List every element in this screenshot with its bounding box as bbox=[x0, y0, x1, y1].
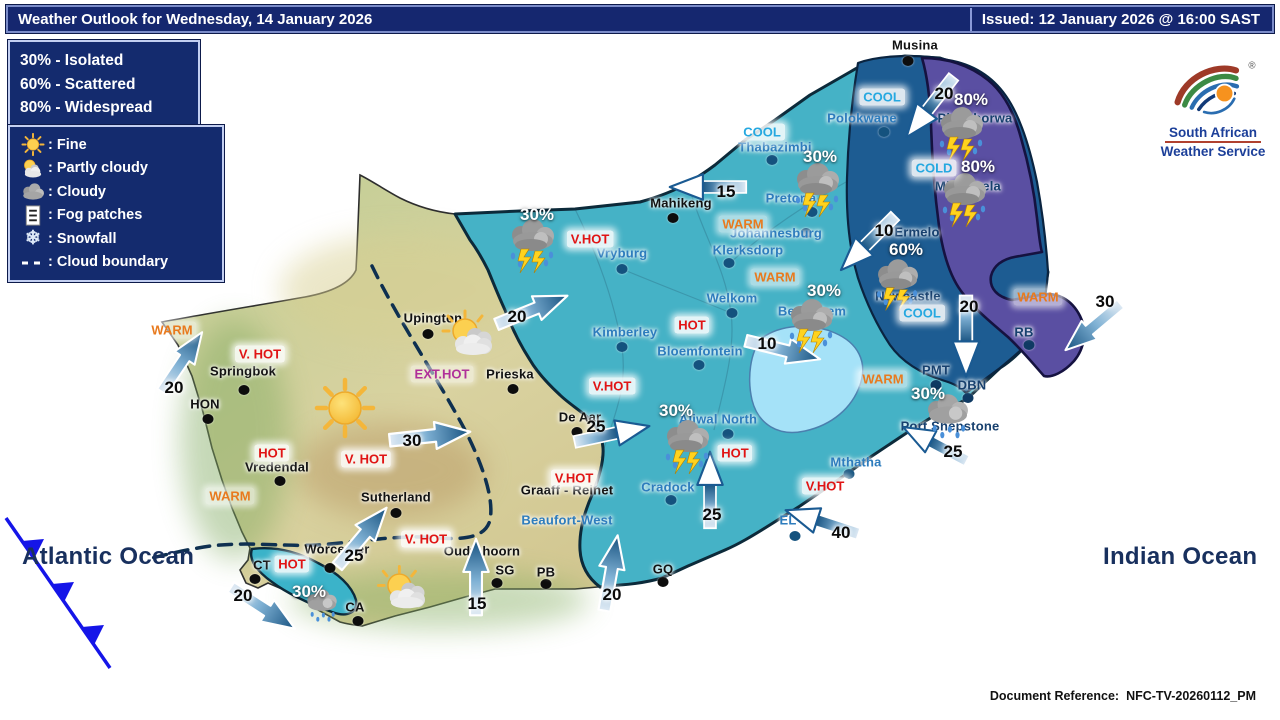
wind-arrow bbox=[150, 324, 214, 400]
logo-text-line1: South African bbox=[1168, 125, 1257, 140]
saws-logo: ® South African Weather Service bbox=[1152, 58, 1274, 159]
legend-label-snowfall: : Snowfall bbox=[48, 230, 117, 247]
wind-arrow bbox=[741, 327, 825, 373]
storm-icon bbox=[876, 258, 919, 311]
legend-label-fog: : Fog patches bbox=[48, 207, 143, 224]
wind-arrow bbox=[668, 173, 748, 201]
wind-arrow bbox=[951, 294, 981, 378]
wind-arrow bbox=[490, 282, 574, 338]
wind-arrow bbox=[326, 498, 398, 576]
legend-label-cloud-boundary: : Cloud boundary bbox=[48, 254, 169, 271]
wind-arrow bbox=[462, 537, 490, 617]
storm-icon bbox=[942, 172, 987, 228]
legend-row-cloud-boundary: : Cloud boundary bbox=[18, 251, 214, 275]
fog-patches-icon bbox=[18, 204, 48, 227]
legend-item-scattered: 60% - Scattered bbox=[20, 75, 136, 93]
logo-text-line2: Weather Service bbox=[1160, 144, 1266, 159]
fine-sun-icon bbox=[18, 133, 48, 157]
rain-icon bbox=[307, 589, 337, 622]
legend-item-isolated: 30% - Isolated bbox=[20, 52, 124, 69]
logo-divider bbox=[1165, 141, 1261, 143]
document-reference-label: Document Reference: bbox=[989, 689, 1120, 703]
wind-arrow bbox=[590, 532, 632, 614]
storm-icon bbox=[795, 162, 840, 218]
page-title: Weather Outlook for Wednesday, 14 Januar… bbox=[18, 10, 373, 28]
legend-item-widespread: 80% - Widespread bbox=[20, 99, 153, 116]
legend-row-snowfall: ❄ : Snowfall bbox=[18, 227, 214, 251]
partsun-icon bbox=[441, 309, 494, 357]
legend-label-partly-cloudy: : Partly cloudy bbox=[48, 160, 148, 177]
storm-icon bbox=[939, 106, 984, 162]
snowfall-icon: ❄ bbox=[25, 228, 41, 250]
legend-row-partly-cloudy: : Partly cloudy bbox=[18, 157, 214, 181]
partly-cloudy-icon bbox=[18, 157, 48, 180]
probability-legend: 30% - Isolated 60% - Scattered 80% - Wid… bbox=[7, 39, 201, 130]
partsun-icon bbox=[377, 565, 427, 610]
relief-sand bbox=[280, 235, 520, 345]
cloud-boundary-icon bbox=[18, 251, 48, 274]
wind-arrow bbox=[222, 575, 304, 641]
wind-arrow bbox=[387, 417, 473, 455]
wind-arrow bbox=[780, 496, 864, 548]
cold-front-symbol bbox=[4, 517, 112, 669]
saws-logo-icon: ® bbox=[1174, 61, 1256, 115]
cloudy-icon bbox=[18, 180, 48, 203]
legend-row-cloudy: : Cloudy bbox=[18, 180, 214, 204]
legend-row-fog: : Fog patches bbox=[18, 204, 214, 228]
wind-arrow bbox=[1056, 293, 1130, 361]
document-reference-value: NFC-TV-20260112_PM bbox=[1126, 689, 1256, 703]
storm-icon bbox=[665, 419, 710, 475]
document-reference: Document Reference: NFC-TV-20260112_PM bbox=[990, 689, 1256, 703]
wind-arrow bbox=[896, 415, 974, 473]
legend-label-cloudy: : Cloudy bbox=[48, 183, 106, 200]
relief-green-south bbox=[290, 570, 590, 630]
legend-label-fine: : Fine bbox=[48, 136, 87, 153]
registered-mark: ® bbox=[1248, 61, 1256, 72]
issued-timestamp: Issued: 12 January 2026 @ 16:00 SAST bbox=[969, 7, 1270, 31]
wind-arrow bbox=[570, 412, 654, 456]
symbols-legend: : Fine : Partly cloudy bbox=[7, 124, 225, 283]
sun-icon bbox=[317, 380, 373, 436]
legend-row-fine: : Fine bbox=[18, 133, 214, 157]
storm-icon bbox=[510, 218, 555, 274]
header-bar: Weather Outlook for Wednesday, 14 Januar… bbox=[5, 4, 1275, 34]
